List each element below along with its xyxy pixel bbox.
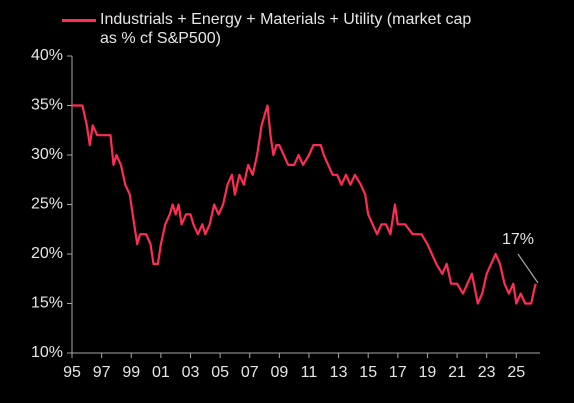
series-line xyxy=(72,104,537,305)
x-tick-label: 23 xyxy=(478,364,496,381)
x-tick-label: 21 xyxy=(448,364,466,381)
x-tick-label: 95 xyxy=(63,364,81,381)
x-tick-label: 13 xyxy=(330,364,348,381)
x-tick-label: 17 xyxy=(389,364,407,381)
x-tick-label: 97 xyxy=(93,364,111,381)
x-tick-label: 15 xyxy=(359,364,377,381)
x-tick-label: 99 xyxy=(122,364,140,381)
x-tick-label: 01 xyxy=(152,364,170,381)
y-tick-label: 40% xyxy=(31,47,63,64)
x-tick-label: 25 xyxy=(507,364,525,381)
legend-label: Industrials + Energy + Materials + Utili… xyxy=(100,11,472,47)
x-tick-label: 19 xyxy=(419,364,437,381)
x-tick-label: 09 xyxy=(270,364,288,381)
y-tick-label: 10% xyxy=(31,344,63,361)
y-tick-label: 35% xyxy=(31,97,63,114)
y-tick-label: 15% xyxy=(31,295,63,312)
annotation: 17% xyxy=(502,231,534,248)
x-tick-label: 07 xyxy=(241,364,259,381)
legend-swatch xyxy=(62,19,96,22)
y-tick-label: 20% xyxy=(31,245,63,262)
y-tick-label: 25% xyxy=(31,196,63,213)
y-tick-label: 30% xyxy=(31,146,63,163)
legend: Industrials + Energy + Materials + Utili… xyxy=(62,10,482,48)
annotation-pointer xyxy=(517,253,539,284)
x-tick-label: 05 xyxy=(211,364,229,381)
x-tick-label: 03 xyxy=(182,364,200,381)
x-tick-label: 11 xyxy=(301,364,318,381)
